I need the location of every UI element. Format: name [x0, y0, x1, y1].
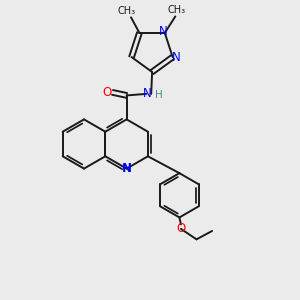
Text: O: O: [103, 86, 112, 99]
Text: O: O: [176, 222, 185, 235]
Text: N: N: [122, 162, 132, 175]
Text: N: N: [159, 25, 168, 38]
Text: H: H: [155, 90, 163, 100]
Text: N: N: [172, 51, 181, 64]
Text: CH₃: CH₃: [117, 6, 136, 16]
Text: CH₃: CH₃: [167, 5, 185, 15]
Text: N: N: [143, 87, 152, 101]
